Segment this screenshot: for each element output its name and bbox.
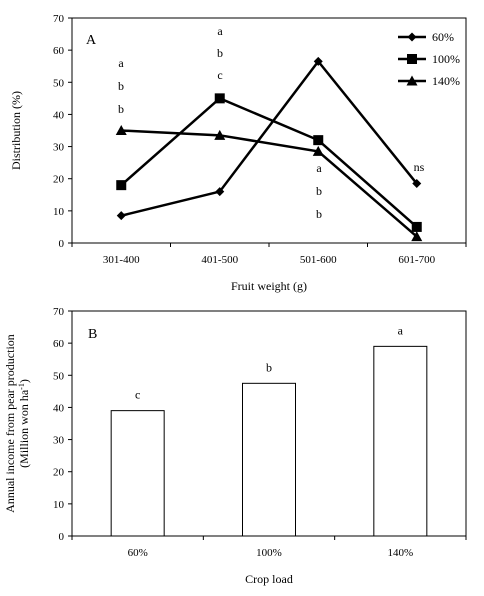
panel-a-x-axis-label: Fruit weight (g)	[231, 279, 307, 293]
panel-b-y-axis-unit-close: )	[17, 379, 31, 383]
diamond-marker	[407, 32, 417, 42]
square-marker	[214, 93, 225, 104]
panel-b-y-axis-unit-superscript: -1	[17, 383, 26, 390]
panel-a-significance-letter: b	[118, 102, 124, 116]
triangle-marker	[115, 125, 127, 135]
panel-b-y-axis-label-line1: Annual income from pear production	[3, 334, 17, 513]
panel-b-y-tick-label: 70	[53, 306, 65, 318]
panel-a-x-tick-label: 301-400	[103, 254, 140, 266]
panel-b-y-axis-unit: (Million won ha	[17, 389, 31, 468]
panel-a-series-line	[120, 59, 418, 217]
panel-a-x-tick-label: 601-700	[398, 254, 435, 266]
panel-b-bar-significance-letter: c	[135, 388, 140, 402]
panel-b-y-tick-label: 50	[53, 370, 65, 382]
panel-a-y-tick-label: 60	[53, 45, 65, 57]
panel-b-y-tick-label: 0	[59, 531, 65, 543]
panel-a-y-tick-label: 40	[53, 109, 65, 121]
panel-b-bar-significance-letter: a	[398, 323, 404, 337]
square-marker	[411, 221, 422, 232]
square-marker	[407, 54, 417, 64]
panel-a-x-tick-label: 401-500	[201, 254, 238, 266]
panel-a-label: A	[86, 33, 97, 48]
panel-b-x-tick-label: 60%	[128, 547, 148, 559]
panel-a-legend: 60% 100% 140%	[398, 30, 460, 88]
triangle-marker	[406, 75, 418, 86]
panel-b-bar	[242, 382, 296, 537]
panel-b-y-axis-label-line2: (Million won ha-1)	[17, 379, 31, 468]
triangle-marker	[312, 145, 324, 156]
panel-b-bar	[110, 410, 165, 537]
panel-b-y-tick-label: 40	[53, 402, 65, 414]
panel-b-bar-significance-letter: b	[266, 360, 272, 374]
panel-a-significance-letter: ns	[414, 160, 425, 174]
panel-a-y-tick-label: 0	[59, 238, 65, 250]
panel-a-series-line	[120, 96, 418, 228]
legend-label: 100%	[432, 52, 460, 66]
panel-a-y-tick-label: 20	[53, 174, 65, 186]
panel-b-y-tick-label: 60	[53, 338, 65, 350]
panel-b-x-axis-label: Crop load	[245, 572, 293, 586]
panel-b-label: B	[88, 327, 97, 342]
legend-label: 60%	[432, 30, 454, 44]
panel-b-x-tick-label: 100%	[256, 547, 282, 559]
panel-a-significance-letter: b	[316, 184, 322, 198]
panel-a-significance-letter: a	[217, 24, 223, 38]
panel-a-y-tick-label: 30	[53, 142, 65, 154]
panel-b-bar-chart: B Annual income from pear production (Mi…	[3, 306, 467, 586]
triangle-marker	[411, 231, 423, 242]
diamond-marker	[313, 56, 323, 66]
panel-a-significance-letter: b	[316, 207, 322, 221]
panel-a-series-1	[116, 93, 422, 232]
panel-a-significance-letter: a	[316, 161, 322, 175]
panel-a-significance-letter: a	[118, 56, 124, 70]
panel-b-x-tick-label: 140%	[387, 547, 413, 559]
panel-a-series-0	[116, 56, 422, 221]
panel-a-y-tick-label: 50	[53, 77, 65, 89]
legend-label: 140%	[432, 74, 460, 88]
panel-a-series-2	[115, 125, 423, 242]
panel-b-y-tick-label: 30	[53, 435, 65, 447]
panel-a-x-tick-label: 501-600	[300, 254, 337, 266]
panel-a-significance-letter: b	[118, 79, 124, 93]
panel-b-bar	[373, 345, 428, 537]
triangle-marker	[214, 129, 226, 140]
panel-a-significance-letter: c	[217, 68, 222, 82]
panel-b-y-tick-label: 20	[53, 467, 65, 479]
panel-a-y-tick-label: 10	[53, 206, 65, 218]
square-marker	[313, 135, 324, 146]
diamond-marker	[116, 211, 126, 221]
panel-a-line-chart: A Distribution (%) Fruit weight (g) 0 10 2…	[9, 13, 467, 293]
panel-a-series-line	[121, 129, 418, 238]
panel-a-y-axis-label: Distribution (%)	[9, 91, 23, 170]
diamond-marker	[412, 179, 422, 189]
panel-a-y-tick-label: 70	[53, 13, 65, 25]
panel-b-y-tick-label: 10	[53, 499, 65, 511]
square-marker	[116, 180, 127, 191]
panel-a-significance-letter: b	[217, 46, 223, 60]
diamond-marker	[215, 187, 225, 197]
